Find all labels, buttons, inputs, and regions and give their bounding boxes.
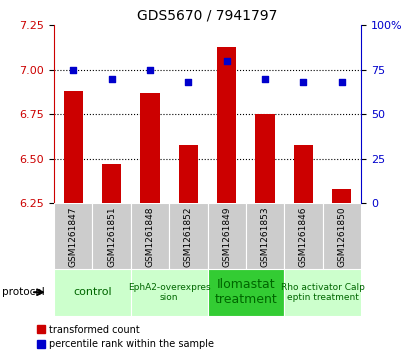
Bar	[131, 269, 208, 316]
Bar	[323, 203, 361, 269]
Bar	[63, 91, 83, 203]
Text: Ilomastat
treatment: Ilomastat treatment	[215, 278, 277, 306]
Text: GSM1261848: GSM1261848	[145, 207, 154, 267]
Bar	[256, 114, 275, 203]
Point	[223, 58, 230, 64]
Legend: transformed count, percentile rank within the sample: transformed count, percentile rank withi…	[33, 321, 217, 353]
Point	[300, 79, 307, 85]
Text: EphA2-overexpres
sion: EphA2-overexpres sion	[128, 282, 210, 302]
Bar	[131, 203, 169, 269]
Text: GSM1261846: GSM1261846	[299, 207, 308, 267]
Text: GSM1261850: GSM1261850	[337, 207, 347, 267]
Bar	[246, 203, 284, 269]
Point	[108, 76, 115, 82]
Bar	[54, 269, 131, 316]
Bar	[284, 269, 361, 316]
Bar	[284, 203, 323, 269]
Text: GSM1261849: GSM1261849	[222, 207, 231, 267]
Bar	[93, 203, 131, 269]
Text: GSM1261853: GSM1261853	[261, 207, 270, 267]
Bar	[169, 203, 208, 269]
Text: protocol: protocol	[2, 287, 45, 297]
Point	[339, 79, 345, 85]
Bar	[102, 164, 121, 203]
Text: GSM1261851: GSM1261851	[107, 207, 116, 267]
Bar	[208, 203, 246, 269]
Bar	[54, 203, 92, 269]
Text: Rho activator Calp
eptin treatment: Rho activator Calp eptin treatment	[281, 282, 365, 302]
Bar	[217, 47, 236, 203]
Bar	[140, 93, 159, 203]
Point	[70, 67, 76, 73]
Bar	[208, 269, 284, 316]
Bar	[294, 144, 313, 203]
Point	[262, 76, 269, 82]
Title: GDS5670 / 7941797: GDS5670 / 7941797	[137, 9, 278, 23]
Text: GSM1261852: GSM1261852	[184, 207, 193, 267]
Bar	[179, 144, 198, 203]
Text: control: control	[73, 287, 112, 297]
Bar	[332, 189, 352, 203]
Point	[185, 79, 192, 85]
Point	[146, 67, 153, 73]
Text: GSM1261847: GSM1261847	[68, 207, 78, 267]
